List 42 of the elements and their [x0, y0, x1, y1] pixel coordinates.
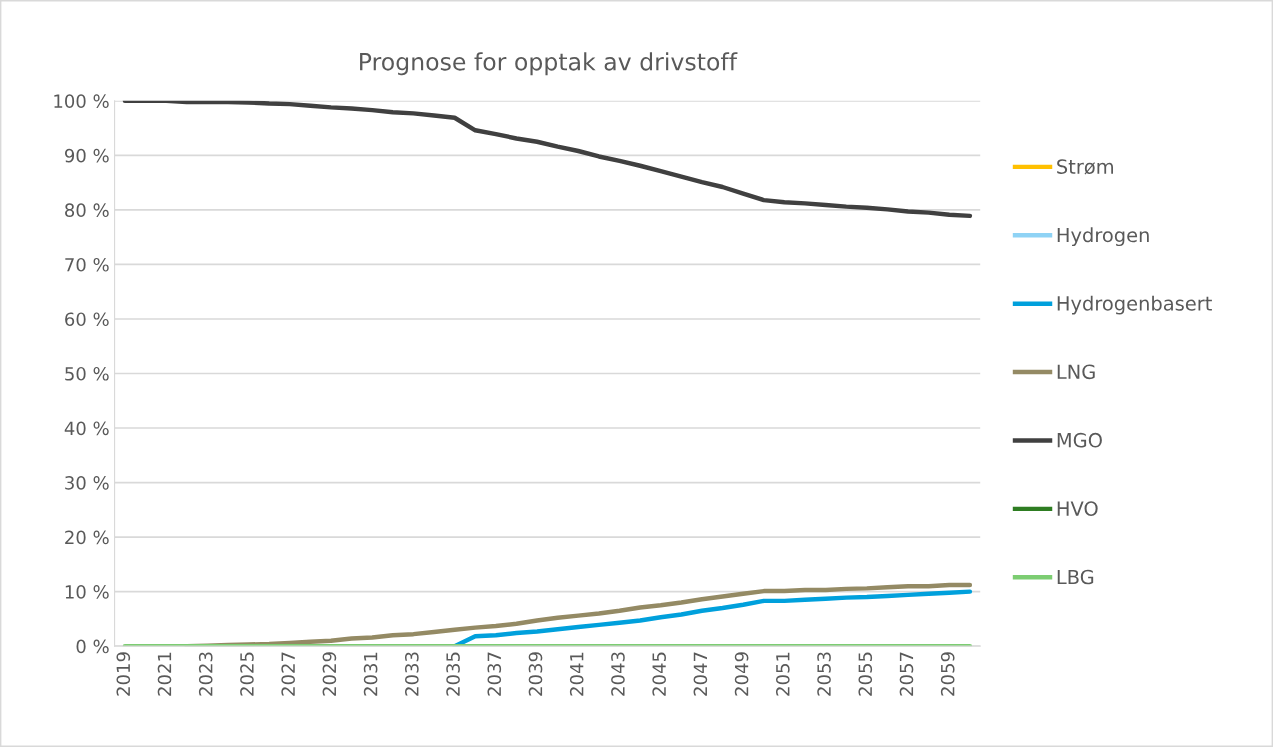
x-tick-label: 2049: [734, 652, 749, 696]
y-tick-label: 50 %: [65, 366, 109, 381]
x-tick-label: 2055: [858, 652, 873, 696]
y-tick-label: 80 %: [65, 203, 109, 218]
x-tick-label: 2025: [240, 652, 254, 696]
legend-label: LNG: [1057, 364, 1095, 380]
x-tick-label: 2047: [693, 652, 708, 696]
y-tick-label: 40 %: [64, 421, 109, 436]
x-tick-label: 2035: [446, 652, 460, 696]
x-tick-label: 2023: [198, 652, 213, 696]
x-tick-label: 2027: [281, 652, 295, 696]
x-tick-label: 2021: [157, 652, 172, 696]
legend-label: MGO: [1057, 432, 1102, 448]
x-tick-label: 2039: [528, 652, 543, 696]
y-tick-label: 20 %: [65, 530, 109, 545]
x-tick-label: 2029: [322, 652, 337, 696]
x-tick-label: 2033: [405, 652, 419, 696]
line-series: [122, 100, 973, 219]
legend-label: LBG: [1057, 569, 1094, 585]
y-tick-label: 100 %: [54, 94, 109, 108]
y-tick-label: 70 %: [65, 257, 109, 272]
x-tick-label: 2053: [817, 652, 831, 696]
line-series: [452, 589, 973, 647]
chart-title: Prognose for opptak av drivstoff: [360, 52, 738, 76]
x-tick-label: 2059: [940, 652, 955, 696]
y-tick-label: 90 %: [64, 148, 109, 163]
y-tick-label: 30 %: [65, 476, 109, 490]
x-tick-label: 2041: [569, 652, 584, 696]
legend-label: Hydrogen: [1057, 227, 1149, 247]
y-tick-label: 60 %: [65, 312, 109, 327]
x-tick-label: 2031: [363, 652, 378, 696]
x-tick-label: 2045: [652, 652, 666, 696]
y-tick-label: 10 %: [65, 585, 109, 599]
x-tick-label: 2019: [116, 652, 131, 696]
y-tick-label: 0 %: [76, 639, 109, 654]
x-tick-label: 2037: [487, 652, 502, 696]
x-tick-label: 2043: [611, 652, 625, 696]
x-tick-label: 2057: [899, 652, 914, 696]
legend-label: Hydrogenbasert: [1057, 295, 1212, 315]
x-tick-label: 2051: [775, 652, 790, 696]
legend-label: HVO: [1057, 501, 1098, 516]
legend-label: Strøm: [1057, 159, 1113, 175]
